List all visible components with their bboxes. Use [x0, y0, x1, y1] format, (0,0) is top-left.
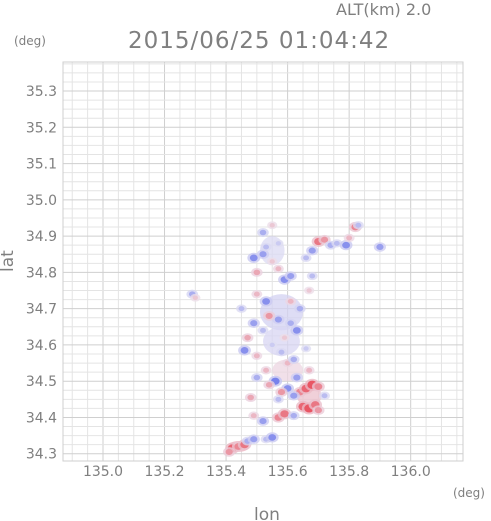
echo-cell	[263, 311, 276, 321]
timestamp-title: 2015/06/25 01:04:42	[128, 28, 390, 54]
echo-cell	[251, 373, 263, 383]
echo-cell	[259, 296, 273, 307]
echo-cell	[373, 242, 387, 252]
x-tick-label: 135.4	[206, 464, 246, 480]
echo-cell	[236, 304, 247, 313]
echo-cell	[287, 411, 300, 421]
y-tick-label: 35.2	[26, 120, 57, 136]
echo-cell	[251, 289, 263, 299]
echo-cell	[267, 221, 278, 230]
y-tick-label: 34.5	[26, 374, 57, 390]
echo-cell	[290, 325, 304, 336]
y-tick-label: 35.1	[26, 157, 57, 173]
echo-cell	[251, 267, 263, 277]
y-tick-label: 34.3	[26, 447, 57, 463]
echo-cell	[303, 366, 315, 375]
echo-cell	[331, 239, 343, 248]
echo-cell	[256, 416, 270, 426]
echo-cell	[272, 264, 284, 273]
echo-cell	[290, 372, 303, 383]
echo-cell	[279, 333, 290, 342]
echo-cell	[273, 239, 284, 248]
echo-cell	[276, 348, 287, 357]
echo-cell	[294, 304, 306, 314]
x-tick-label: 135.8	[329, 464, 369, 480]
x-axis-label: lon	[254, 505, 280, 521]
echo-cell	[247, 252, 261, 263]
echo-cell	[241, 333, 254, 343]
echo-cell	[277, 408, 292, 420]
x-tick-label: 136.0	[391, 464, 431, 480]
echo-cell	[284, 318, 297, 328]
echo-cell	[257, 228, 269, 237]
echo-cell	[287, 354, 300, 364]
echo-cell	[265, 432, 279, 443]
altitude-label: ALT(km) 2.0	[336, 0, 431, 19]
echo-cell	[275, 387, 288, 397]
echo-cell	[287, 390, 300, 401]
echo-cell	[285, 297, 297, 306]
echo-cell	[251, 351, 263, 360]
y-tick-label: 34.9	[26, 229, 57, 245]
echo-cell	[312, 405, 325, 416]
echo-cell	[238, 345, 251, 356]
y-tick-label: 34.7	[26, 302, 57, 318]
x-unit-label: (deg)	[453, 486, 485, 500]
echo-cell	[284, 271, 297, 281]
echo-cell	[260, 366, 272, 375]
echo-cell	[263, 380, 275, 390]
echo-cell	[306, 271, 318, 281]
echo-cell	[244, 393, 257, 403]
y-unit-label: (deg)	[14, 34, 46, 48]
gridlines	[63, 62, 463, 461]
echo-cell	[339, 240, 353, 251]
y-tick-label: 35.0	[26, 193, 57, 209]
echo-cell	[306, 245, 319, 256]
echo-cell	[304, 286, 315, 295]
y-tick-label: 34.4	[26, 410, 57, 426]
echo-cell	[311, 381, 325, 392]
echo-cell	[272, 395, 284, 404]
echo-cell	[352, 221, 364, 230]
echo-cell	[247, 318, 260, 328]
plot-frame	[62, 61, 464, 462]
echo-cell	[319, 391, 330, 400]
echo-cell	[267, 257, 278, 266]
y-tick-label: 35.3	[26, 84, 57, 100]
echo-cell	[300, 344, 312, 353]
y-tick-labels: 34.3 34.4 34.5 34.6 34.7 34.8 34.9 35.0 35.1 35.2…	[26, 84, 57, 463]
echo-cell	[257, 326, 269, 335]
x-tick-label: 135.0	[83, 464, 123, 480]
echo-cell	[272, 314, 285, 325]
x-tick-label: 135.2	[144, 464, 184, 480]
y-tick-label: 34.6	[26, 338, 57, 354]
echo-cell	[248, 411, 260, 420]
echo-cell	[300, 253, 312, 263]
echo-cell	[343, 233, 355, 243]
echo-cell	[247, 434, 260, 445]
radar-echoes	[186, 221, 387, 457]
x-tick-labels: 135.0 135.2 135.4 135.6 135.8 136.0	[83, 464, 431, 480]
echo-cell	[223, 447, 236, 457]
echo-cell	[267, 341, 278, 349]
echo-cell	[190, 293, 201, 302]
x-tick-label: 135.6	[268, 464, 308, 480]
y-axis-label: lat	[0, 250, 18, 272]
y-tick-label: 34.8	[26, 265, 57, 281]
echo-cell	[256, 249, 270, 260]
echo-cell	[260, 242, 272, 252]
